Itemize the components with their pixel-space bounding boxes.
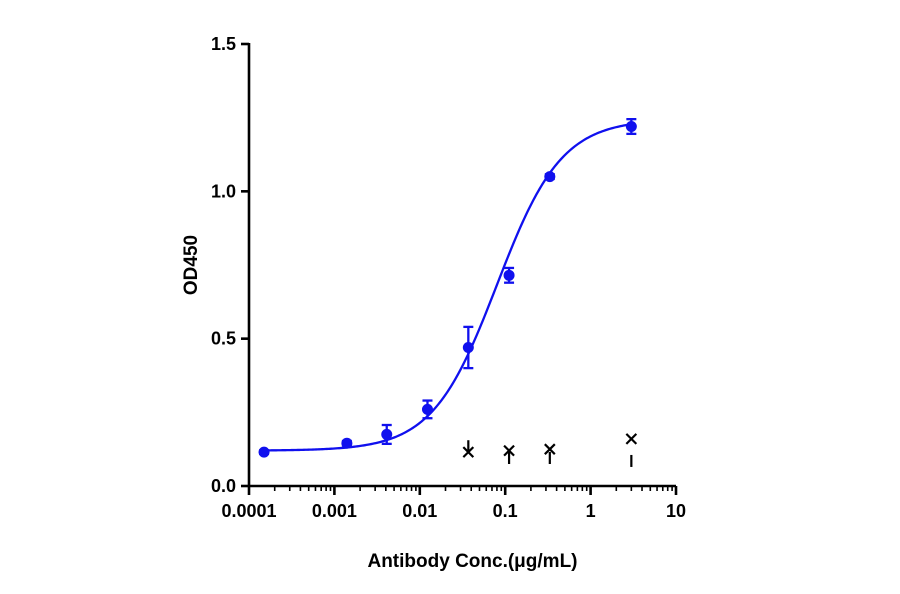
data-point [462, 342, 474, 354]
data-point [381, 428, 393, 440]
x-axis-title: Antibody Conc.(μg/mL) [367, 551, 577, 572]
y-axis-title: OD450 [181, 235, 202, 295]
plot-area [258, 117, 638, 467]
x-tick-label: 10 [666, 501, 686, 521]
x-tick-label: 0.0001 [221, 501, 276, 521]
data-point [503, 269, 515, 281]
data-point [421, 403, 433, 415]
fitted-curve [264, 123, 632, 452]
data-point [341, 437, 353, 449]
data-point [258, 446, 270, 458]
y-ticks: 0.0 0.5 1.0 1.5 [211, 34, 249, 496]
y-tick-label: 1.0 [211, 181, 236, 201]
data-point [625, 121, 637, 133]
data-point [544, 171, 556, 183]
x-tick-label: 0.01 [402, 501, 437, 521]
x-tick-label: 0.1 [493, 501, 518, 521]
x-tick-label: 1 [586, 501, 596, 521]
cross-marker [625, 433, 638, 445]
x-ticks: 0.0001 0.001 0.01 0.1 1 10 [221, 486, 686, 521]
cross-marker [503, 444, 515, 457]
cross-marker [544, 443, 556, 455]
y-tick-label: 0.5 [211, 329, 236, 349]
x-tick-label: 0.001 [312, 501, 357, 521]
y-tick-label: 1.5 [211, 34, 236, 54]
axes [247, 43, 676, 488]
y-tick-label: 0.0 [211, 476, 236, 496]
